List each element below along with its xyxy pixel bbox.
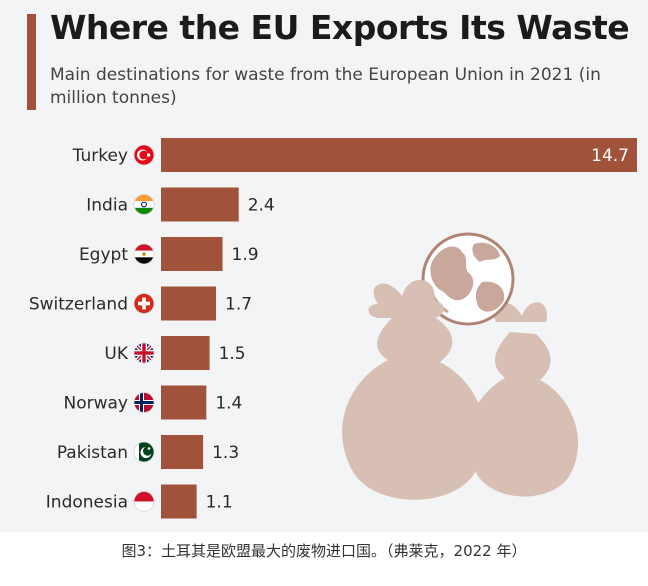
category-label: India: [86, 196, 128, 216]
flag-egypt-icon: [133, 243, 155, 265]
bar: [161, 286, 217, 321]
flag-switzerland-icon: [133, 293, 155, 314]
flag-uk-icon: [133, 342, 155, 364]
flag-india-icon: [133, 194, 155, 215]
bar: [161, 237, 223, 271]
category-label: Indonesia: [46, 493, 128, 513]
value-label: 1.5: [219, 344, 246, 364]
bar-row: Indonesia 1.1: [46, 484, 233, 519]
flag-pakistan-icon: [133, 441, 155, 463]
category-label: Turkey: [72, 146, 128, 166]
infographic-card: Where the EU Exports Its Waste Main dest…: [0, 0, 648, 532]
flag-indonesia-icon: [133, 491, 155, 512]
bar: [161, 484, 197, 519]
chart-subtitle: Main destinations for waste from the Eur…: [50, 65, 601, 108]
category-label: UK: [104, 344, 128, 364]
waste-bag-back-icon: [467, 302, 579, 497]
plot-area: Turkey 14.7 India 2.4 Egypt 1.9 Switzerland 1.7…: [29, 138, 637, 519]
bar-row: Pakistan 1.3: [57, 435, 239, 469]
bar-row: Norway 1.4: [64, 385, 242, 420]
bar: [161, 187, 239, 222]
value-label: 1.9: [232, 245, 259, 265]
category-label: Pakistan: [57, 443, 128, 463]
bar-row: Egypt 1.9: [79, 237, 259, 271]
chart-title: Where the EU Exports Its Waste: [50, 8, 630, 47]
waste-bag-front-icon: [342, 279, 486, 500]
bar: [161, 138, 637, 172]
bar-row: India 2.4: [86, 187, 275, 222]
bar-row: Switzerland 1.7: [29, 286, 252, 321]
bar: [161, 385, 207, 420]
value-label: 1.1: [206, 493, 233, 513]
category-label: Norway: [64, 394, 129, 414]
category-label: Egypt: [79, 245, 128, 265]
bar: [161, 336, 210, 370]
bar-row: UK 1.5: [104, 336, 246, 370]
category-label: Switzerland: [29, 295, 128, 315]
figure-caption: 图3：土耳其是欧盟最大的废物进口国。（弗莱克，2022 年）: [121, 542, 527, 560]
value-label: 1.4: [215, 394, 242, 414]
title-accent-bar: [27, 14, 36, 110]
globe-icon: [421, 232, 515, 326]
globe-and-waste-bags-icon: [342, 232, 579, 500]
value-label: 14.7: [591, 146, 629, 166]
flag-turkey-icon: [133, 144, 155, 166]
value-label: 1.7: [225, 295, 252, 315]
bar-row: Turkey 14.7: [72, 138, 637, 172]
value-label: 1.3: [212, 443, 239, 463]
value-label: 2.4: [248, 196, 275, 216]
bar: [161, 435, 204, 469]
bar-chart: Turkey 14.7 India 2.4 Egypt 1.9 Switzerland 1.7…: [29, 138, 637, 519]
flag-norway-icon: [133, 392, 155, 413]
